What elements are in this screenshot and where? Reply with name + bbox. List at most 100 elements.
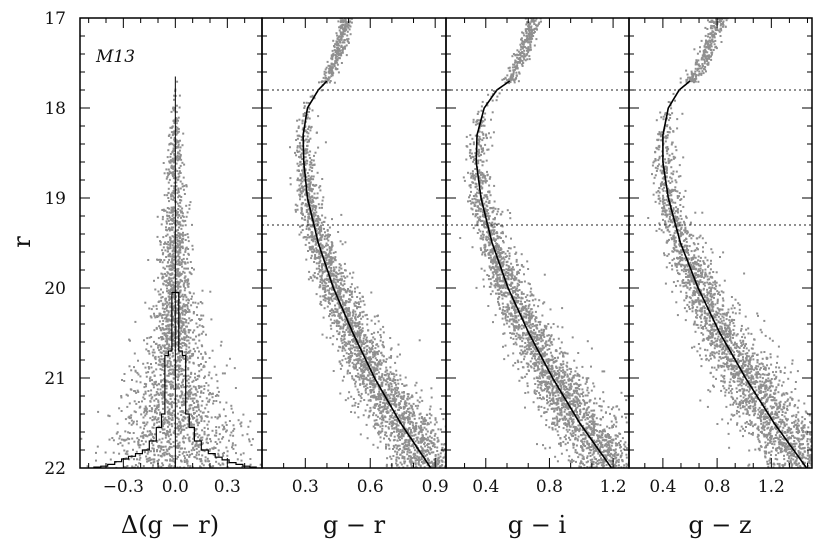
data-point <box>324 235 326 238</box>
data-point <box>148 307 151 310</box>
data-point <box>176 202 179 205</box>
data-point <box>197 406 200 409</box>
data-point <box>313 154 315 157</box>
data-point <box>434 460 437 463</box>
data-point <box>177 253 180 256</box>
data-point <box>312 215 315 218</box>
data-point <box>204 352 207 355</box>
data-point <box>182 425 185 428</box>
data-point <box>228 439 230 442</box>
data-point <box>178 356 181 359</box>
data-point <box>297 127 300 129</box>
data-point <box>348 298 350 301</box>
data-point <box>181 219 184 222</box>
data-point <box>321 287 324 290</box>
data-point <box>190 423 193 426</box>
data-point <box>176 312 179 315</box>
data-point <box>143 434 146 437</box>
data-point <box>349 348 352 351</box>
data-point <box>298 179 301 182</box>
data-point <box>374 362 377 365</box>
data-point <box>187 331 190 334</box>
data-point <box>376 353 379 356</box>
data-point <box>415 428 418 430</box>
data-point <box>366 367 369 370</box>
data-point <box>342 324 345 327</box>
data-point <box>369 386 372 388</box>
data-point <box>188 355 191 358</box>
data-point <box>195 400 198 403</box>
data-point <box>311 235 314 238</box>
data-point <box>420 461 423 463</box>
data-point <box>162 350 165 353</box>
data-point <box>159 351 162 354</box>
data-point <box>175 120 178 122</box>
data-point <box>161 215 164 218</box>
data-point <box>308 185 311 188</box>
data-point <box>143 451 146 454</box>
data-point <box>443 456 446 459</box>
data-point <box>364 355 367 358</box>
data-point <box>176 234 178 237</box>
data-point <box>171 381 174 384</box>
data-point <box>305 138 308 141</box>
data-point <box>353 304 356 307</box>
data-point <box>382 346 385 349</box>
data-point <box>386 377 389 380</box>
data-point <box>385 395 388 398</box>
data-point <box>156 258 158 261</box>
data-point <box>339 289 342 292</box>
data-point <box>380 376 383 378</box>
data-point <box>358 322 361 325</box>
data-point <box>416 459 419 461</box>
data-point <box>175 353 178 356</box>
data-point <box>380 383 383 386</box>
data-point <box>126 405 129 408</box>
data-point <box>327 280 330 283</box>
data-point <box>304 198 307 201</box>
data-point <box>349 354 352 357</box>
data-point <box>162 283 165 286</box>
data-point <box>376 315 379 318</box>
data-point <box>170 394 173 397</box>
data-point <box>312 211 315 214</box>
data-point <box>162 396 165 399</box>
data-point <box>320 304 323 306</box>
data-point <box>354 340 357 343</box>
data-point <box>373 331 376 334</box>
data-point <box>175 245 178 248</box>
data-point <box>353 359 356 362</box>
data-point <box>139 444 142 447</box>
data-point <box>192 385 195 388</box>
data-point <box>148 377 151 380</box>
data-point <box>231 444 234 447</box>
data-point <box>175 118 178 121</box>
data-point <box>213 365 216 368</box>
data-point <box>434 462 437 465</box>
data-point <box>334 283 337 286</box>
data-point <box>179 432 182 435</box>
data-point <box>173 94 176 97</box>
data-point <box>399 374 402 377</box>
data-point <box>372 406 375 409</box>
data-point <box>177 375 180 378</box>
data-point <box>354 380 357 383</box>
data-point <box>401 433 404 435</box>
data-point <box>173 169 176 172</box>
data-point <box>155 342 158 345</box>
data-point <box>308 186 311 189</box>
data-point <box>370 395 372 398</box>
data-point <box>177 119 179 122</box>
data-point <box>448 461 450 463</box>
data-point <box>240 425 243 428</box>
data-point <box>443 443 446 445</box>
data-point <box>311 209 314 212</box>
data-point <box>170 380 173 383</box>
data-point <box>339 313 342 316</box>
data-point <box>311 205 314 208</box>
data-point <box>356 388 359 391</box>
data-point <box>430 440 433 443</box>
data-point <box>137 438 140 441</box>
data-point <box>217 462 220 465</box>
data-point <box>299 195 302 198</box>
